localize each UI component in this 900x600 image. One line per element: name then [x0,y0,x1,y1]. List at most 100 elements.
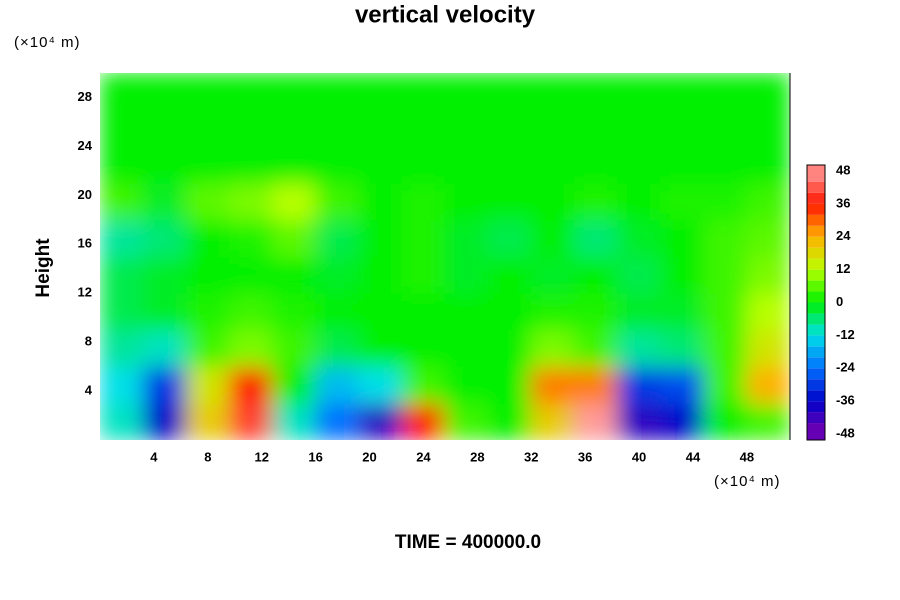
cell [358,292,403,331]
cell [272,219,317,257]
cell [746,219,790,257]
y-tick-label: 20 [78,187,92,202]
cell [185,292,230,331]
y-tick-label: 12 [78,285,92,300]
cell [444,145,489,184]
cell [703,182,748,221]
cell [401,182,446,221]
cell [315,219,360,257]
colorbar-band [807,313,825,325]
cell [444,73,489,111]
cell [401,256,446,294]
colorbar-band [807,324,825,336]
cell [228,109,273,147]
cell [228,402,273,440]
cell [358,182,403,221]
cell [703,329,748,368]
cell [487,219,532,257]
cell [142,366,187,404]
cell [487,402,532,440]
cell [746,109,790,147]
cell [617,256,662,294]
cell [358,109,403,147]
y-tick-label: 16 [78,236,92,251]
cell [617,109,662,147]
cell [703,73,748,111]
cell [228,292,273,331]
cell [530,219,575,257]
cell [315,182,360,221]
cell [617,73,662,111]
cell [487,256,532,294]
cell [142,145,187,184]
cell [746,182,790,221]
x-tick-label: 36 [578,449,592,464]
cell [142,256,187,294]
cell [746,402,790,440]
cell [573,182,618,221]
colorbar-tick-label: -12 [836,327,855,342]
cell [660,366,705,404]
x-tick-label: 44 [686,449,701,464]
cell [315,402,360,440]
cell [487,182,532,221]
colorbar-band [807,346,825,358]
x-tick-label: 12 [254,449,268,464]
colorbar-band [807,214,825,226]
x-tick-label: 28 [470,449,484,464]
colorbar-tick-label: 0 [836,294,843,309]
colorbar-tick-label: -24 [836,360,856,375]
cell [142,109,187,147]
colorbar-band [807,203,825,215]
cell [703,292,748,331]
x-tick-label: 24 [416,449,431,464]
colorbar-band [807,165,825,182]
colorbar-band [807,280,825,292]
cell [315,73,360,111]
cell [228,145,273,184]
cell [142,329,187,368]
cell [703,366,748,404]
cell [185,145,230,184]
cell [573,145,618,184]
cell [185,256,230,294]
colorbar-band [807,302,825,314]
colorbar-tick-label: 48 [836,162,850,177]
cell [487,109,532,147]
cell [272,402,317,440]
cell [142,219,187,257]
cell [746,292,790,331]
cell [660,402,705,440]
cell [487,292,532,331]
colorbar-tick-label: 12 [836,261,850,276]
x-tick-label: 48 [740,449,754,464]
cell [617,182,662,221]
cell [358,219,403,257]
cell [401,329,446,368]
cell [617,366,662,404]
cell [100,182,144,221]
cell [142,292,187,331]
cell [530,145,575,184]
cell [444,256,489,294]
cell [272,145,317,184]
cell [185,219,230,257]
footer: TIME = 400000.0 [395,532,541,553]
cell [530,292,575,331]
cell [185,329,230,368]
colorbar-band [807,269,825,281]
cell [487,73,532,111]
cell [100,219,144,257]
cell [185,402,230,440]
colorbar-band [807,412,825,424]
colorbar-frame [806,164,826,441]
colorbar-band [807,390,825,402]
cell [142,402,187,440]
cell [444,329,489,368]
cell [530,73,575,111]
cell [746,145,790,184]
colorbar-band [807,401,825,413]
cell [100,145,144,184]
